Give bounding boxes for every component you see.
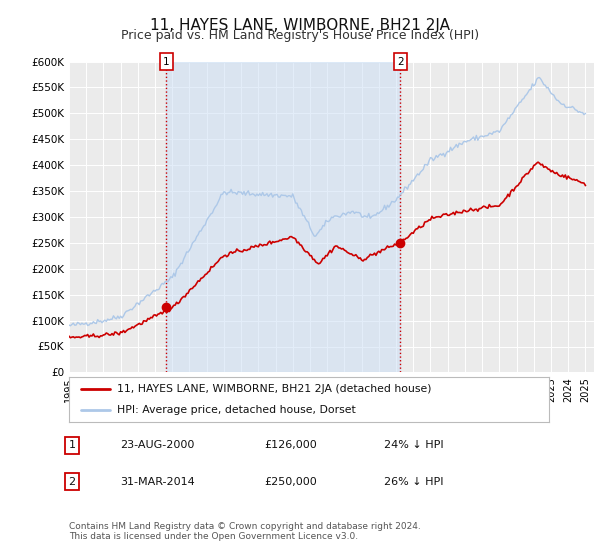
Text: 1: 1 xyxy=(163,57,169,67)
Text: 26% ↓ HPI: 26% ↓ HPI xyxy=(384,477,443,487)
Text: Contains HM Land Registry data © Crown copyright and database right 2024.: Contains HM Land Registry data © Crown c… xyxy=(69,522,421,531)
Text: 1: 1 xyxy=(68,440,76,450)
Text: 24% ↓ HPI: 24% ↓ HPI xyxy=(384,440,443,450)
Text: £126,000: £126,000 xyxy=(264,440,317,450)
Text: £250,000: £250,000 xyxy=(264,477,317,487)
Bar xyxy=(166,62,400,372)
Text: This data is licensed under the Open Government Licence v3.0.: This data is licensed under the Open Gov… xyxy=(69,532,358,541)
Text: Price paid vs. HM Land Registry's House Price Index (HPI): Price paid vs. HM Land Registry's House … xyxy=(121,29,479,42)
Text: 31-MAR-2014: 31-MAR-2014 xyxy=(120,477,195,487)
Text: HPI: Average price, detached house, Dorset: HPI: Average price, detached house, Dors… xyxy=(117,405,356,416)
Text: 11, HAYES LANE, WIMBORNE, BH21 2JA: 11, HAYES LANE, WIMBORNE, BH21 2JA xyxy=(150,18,450,34)
Text: 23-AUG-2000: 23-AUG-2000 xyxy=(120,440,194,450)
Text: 11, HAYES LANE, WIMBORNE, BH21 2JA (detached house): 11, HAYES LANE, WIMBORNE, BH21 2JA (deta… xyxy=(117,384,431,394)
Text: 2: 2 xyxy=(68,477,76,487)
Text: 2: 2 xyxy=(397,57,404,67)
